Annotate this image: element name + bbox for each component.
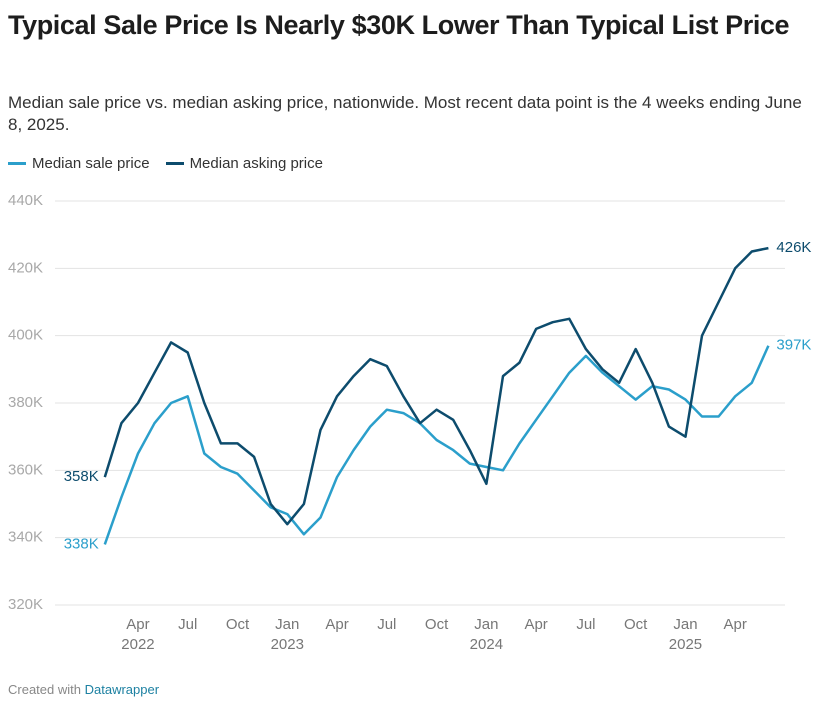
y-tick-label: 400K	[8, 327, 43, 344]
chart-title: Typical Sale Price Is Nearly $30K Lower …	[8, 10, 790, 40]
y-tick-label: 320K	[8, 596, 43, 613]
x-tick-label: Jan	[275, 616, 299, 633]
x-tick-label: Apr	[724, 616, 747, 633]
x-tick-label: Oct	[425, 616, 449, 633]
legend-item: Median sale price	[8, 155, 150, 172]
x-tick-year: 2023	[271, 636, 304, 653]
footer: Created with Datawrapper	[8, 682, 159, 697]
x-tick-year: 2025	[669, 636, 702, 653]
x-tick-label: Jul	[576, 616, 595, 633]
x-tick-label: Oct	[226, 616, 250, 633]
x-tick-label: Oct	[624, 616, 648, 633]
legend-swatch	[165, 162, 184, 165]
x-tick-label: Jul	[178, 616, 197, 633]
x-tick-label: Jan	[673, 616, 697, 633]
x-tick-label: Jul	[377, 616, 396, 633]
value-label: 338K	[64, 535, 99, 552]
y-tick-label: 340K	[8, 529, 43, 546]
y-tick-label: 420K	[8, 259, 43, 276]
legend: Median sale price Median asking price	[8, 155, 323, 172]
legend-label: Median sale price	[32, 155, 150, 172]
legend-item: Median asking price	[165, 155, 323, 172]
footer-text: Created with	[8, 682, 81, 697]
series-line	[103, 246, 769, 526]
x-tick-year: 2024	[470, 636, 503, 653]
value-label: 397K	[776, 337, 811, 354]
footer-link[interactable]: Datawrapper	[84, 682, 160, 697]
x-tick-label: Apr	[126, 616, 149, 633]
series-line	[103, 345, 770, 545]
value-label: 358K	[64, 468, 99, 485]
x-tick-label: Apr	[325, 616, 348, 633]
x-tick-label: Apr	[524, 616, 547, 633]
legend-label: Median asking price	[189, 155, 323, 172]
y-tick-label: 440K	[8, 192, 43, 209]
x-tick-label: Jan	[474, 616, 498, 633]
x-tick-year: 2022	[121, 636, 154, 653]
chart-subtitle: Median sale price vs. median asking pric…	[8, 93, 802, 134]
legend-swatch	[8, 162, 26, 165]
y-tick-label: 380K	[8, 394, 43, 411]
value-label: 426K	[776, 239, 811, 256]
y-tick-label: 360K	[8, 461, 43, 478]
